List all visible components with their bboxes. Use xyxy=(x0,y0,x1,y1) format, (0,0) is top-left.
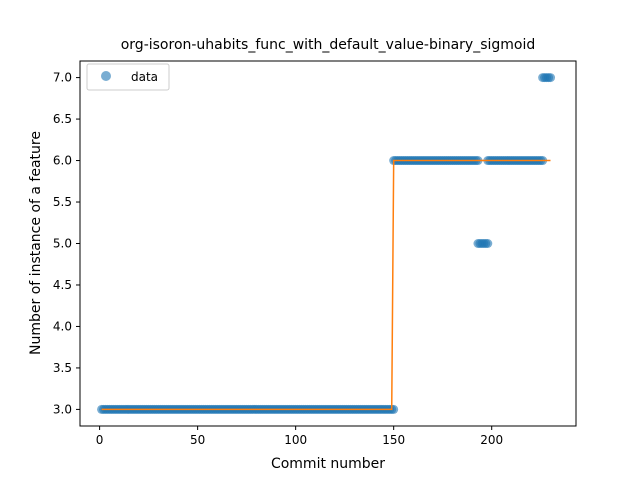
y-tick-label: 3.5 xyxy=(53,361,72,375)
x-axis-label: Commit number xyxy=(271,456,385,472)
y-tick-label: 3.0 xyxy=(53,402,72,416)
axes: 0 50 100 150 200 3.0 3.5 4.0 4.5 5.0 5.5 6.0 6.5 7.0 xyxy=(53,60,577,447)
data-point xyxy=(546,73,556,83)
y-tick-label: 7.0 xyxy=(53,71,72,85)
y-tick-label: 6.0 xyxy=(53,154,72,168)
legend: data xyxy=(86,63,170,91)
axes-frame xyxy=(79,60,577,427)
data-point xyxy=(483,239,493,248)
legend-marker-data xyxy=(101,71,111,81)
x-tick-label: 200 xyxy=(480,433,503,447)
y-axis-label: Number of instance of a feature xyxy=(28,131,44,355)
y-tick-label: 6.5 xyxy=(53,112,72,126)
legend-frame xyxy=(86,63,170,91)
y-tick-label: 5.0 xyxy=(53,237,72,251)
y-tick-label: 4.0 xyxy=(53,319,72,333)
plot-area xyxy=(97,73,556,414)
x-tick-label: 50 xyxy=(190,433,205,447)
x-tick-label: 0 xyxy=(96,433,104,447)
legend-label-data: data xyxy=(131,70,158,84)
y-tick-label: 4.5 xyxy=(53,278,72,292)
x-tick-label: 150 xyxy=(382,433,405,447)
chart-title: org-isoron-uhabits_func_with_default_val… xyxy=(121,37,536,53)
x-tick-label: 100 xyxy=(284,433,307,447)
fit-line xyxy=(101,159,551,411)
y-tick-label: 5.5 xyxy=(53,195,72,209)
